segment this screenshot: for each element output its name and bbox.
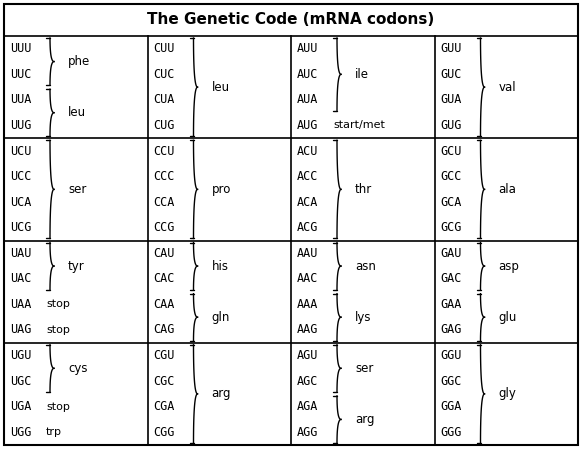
Text: val: val bbox=[499, 81, 516, 94]
Text: UUC: UUC bbox=[10, 68, 31, 81]
Text: AGU: AGU bbox=[297, 349, 318, 362]
Text: ACA: ACA bbox=[297, 196, 318, 209]
Text: CUC: CUC bbox=[154, 68, 175, 81]
Text: UCU: UCU bbox=[10, 145, 31, 158]
Text: UAG: UAG bbox=[10, 323, 31, 336]
Text: GGC: GGC bbox=[441, 374, 462, 387]
Text: GAC: GAC bbox=[441, 273, 462, 286]
Text: CGU: CGU bbox=[154, 349, 175, 362]
Text: CAC: CAC bbox=[154, 273, 175, 286]
Text: glu: glu bbox=[499, 311, 517, 324]
Text: stop: stop bbox=[46, 325, 70, 335]
Text: cys: cys bbox=[68, 362, 87, 375]
Text: UAU: UAU bbox=[10, 247, 31, 260]
Text: GCA: GCA bbox=[441, 196, 462, 209]
Text: GUG: GUG bbox=[441, 119, 462, 132]
Text: thr: thr bbox=[355, 183, 372, 196]
Text: UCG: UCG bbox=[10, 221, 31, 234]
Text: tyr: tyr bbox=[68, 260, 85, 273]
Text: stop: stop bbox=[46, 299, 70, 309]
Text: lys: lys bbox=[355, 311, 371, 324]
Text: ala: ala bbox=[499, 183, 516, 196]
Text: UGU: UGU bbox=[10, 349, 31, 362]
Text: pro: pro bbox=[211, 183, 231, 196]
Text: ser: ser bbox=[68, 183, 86, 196]
Text: AUG: AUG bbox=[297, 119, 318, 132]
Text: AUA: AUA bbox=[297, 93, 318, 106]
Text: asp: asp bbox=[499, 260, 519, 273]
Text: AAC: AAC bbox=[297, 273, 318, 286]
Text: CAG: CAG bbox=[154, 323, 175, 336]
Text: GGU: GGU bbox=[441, 349, 462, 362]
Text: CGG: CGG bbox=[154, 426, 175, 439]
Text: CGA: CGA bbox=[154, 400, 175, 413]
Text: gln: gln bbox=[211, 311, 230, 324]
Text: GGA: GGA bbox=[441, 400, 462, 413]
Text: UGG: UGG bbox=[10, 426, 31, 439]
Text: UUA: UUA bbox=[10, 93, 31, 106]
Text: GUA: GUA bbox=[441, 93, 462, 106]
Text: UUG: UUG bbox=[10, 119, 31, 132]
Text: his: his bbox=[211, 260, 229, 273]
Text: CUU: CUU bbox=[154, 42, 175, 55]
Text: GUC: GUC bbox=[441, 68, 462, 81]
Text: CUG: CUG bbox=[154, 119, 175, 132]
Text: ser: ser bbox=[355, 362, 374, 375]
Text: AUU: AUU bbox=[297, 42, 318, 55]
Text: GGG: GGG bbox=[441, 426, 462, 439]
Text: CAU: CAU bbox=[154, 247, 175, 260]
Text: AAU: AAU bbox=[297, 247, 318, 260]
Text: CCU: CCU bbox=[154, 145, 175, 158]
Text: arg: arg bbox=[211, 387, 231, 401]
Text: UGC: UGC bbox=[10, 374, 31, 387]
Text: UUU: UUU bbox=[10, 42, 31, 55]
Text: ACG: ACG bbox=[297, 221, 318, 234]
Text: CAA: CAA bbox=[154, 298, 175, 311]
Text: leu: leu bbox=[211, 81, 230, 94]
Text: GUU: GUU bbox=[441, 42, 462, 55]
Text: UAC: UAC bbox=[10, 273, 31, 286]
Text: UCC: UCC bbox=[10, 170, 31, 183]
Text: GAA: GAA bbox=[441, 298, 462, 311]
Text: GCU: GCU bbox=[441, 145, 462, 158]
Text: GCG: GCG bbox=[441, 221, 462, 234]
Text: asn: asn bbox=[355, 260, 376, 273]
Text: ACC: ACC bbox=[297, 170, 318, 183]
Text: CCA: CCA bbox=[154, 196, 175, 209]
Text: CCC: CCC bbox=[154, 170, 175, 183]
Text: leu: leu bbox=[68, 106, 86, 119]
Text: AGG: AGG bbox=[297, 426, 318, 439]
Text: CCG: CCG bbox=[154, 221, 175, 234]
Text: ile: ile bbox=[355, 68, 369, 81]
Text: GAG: GAG bbox=[441, 323, 462, 336]
Text: gly: gly bbox=[499, 387, 516, 401]
Text: GAU: GAU bbox=[441, 247, 462, 260]
Text: trp: trp bbox=[46, 427, 62, 437]
Text: start/met: start/met bbox=[333, 120, 385, 131]
Text: CGC: CGC bbox=[154, 374, 175, 387]
Text: arg: arg bbox=[355, 413, 374, 426]
Text: phe: phe bbox=[68, 55, 90, 68]
Text: AGA: AGA bbox=[297, 400, 318, 413]
Text: UAA: UAA bbox=[10, 298, 31, 311]
Text: The Genetic Code (mRNA codons): The Genetic Code (mRNA codons) bbox=[147, 13, 435, 27]
Text: AUC: AUC bbox=[297, 68, 318, 81]
Text: AGC: AGC bbox=[297, 374, 318, 387]
Text: UGA: UGA bbox=[10, 400, 31, 413]
Text: ACU: ACU bbox=[297, 145, 318, 158]
Text: AAG: AAG bbox=[297, 323, 318, 336]
Text: AAA: AAA bbox=[297, 298, 318, 311]
Text: UCA: UCA bbox=[10, 196, 31, 209]
Text: stop: stop bbox=[46, 402, 70, 412]
Text: GCC: GCC bbox=[441, 170, 462, 183]
Text: CUA: CUA bbox=[154, 93, 175, 106]
